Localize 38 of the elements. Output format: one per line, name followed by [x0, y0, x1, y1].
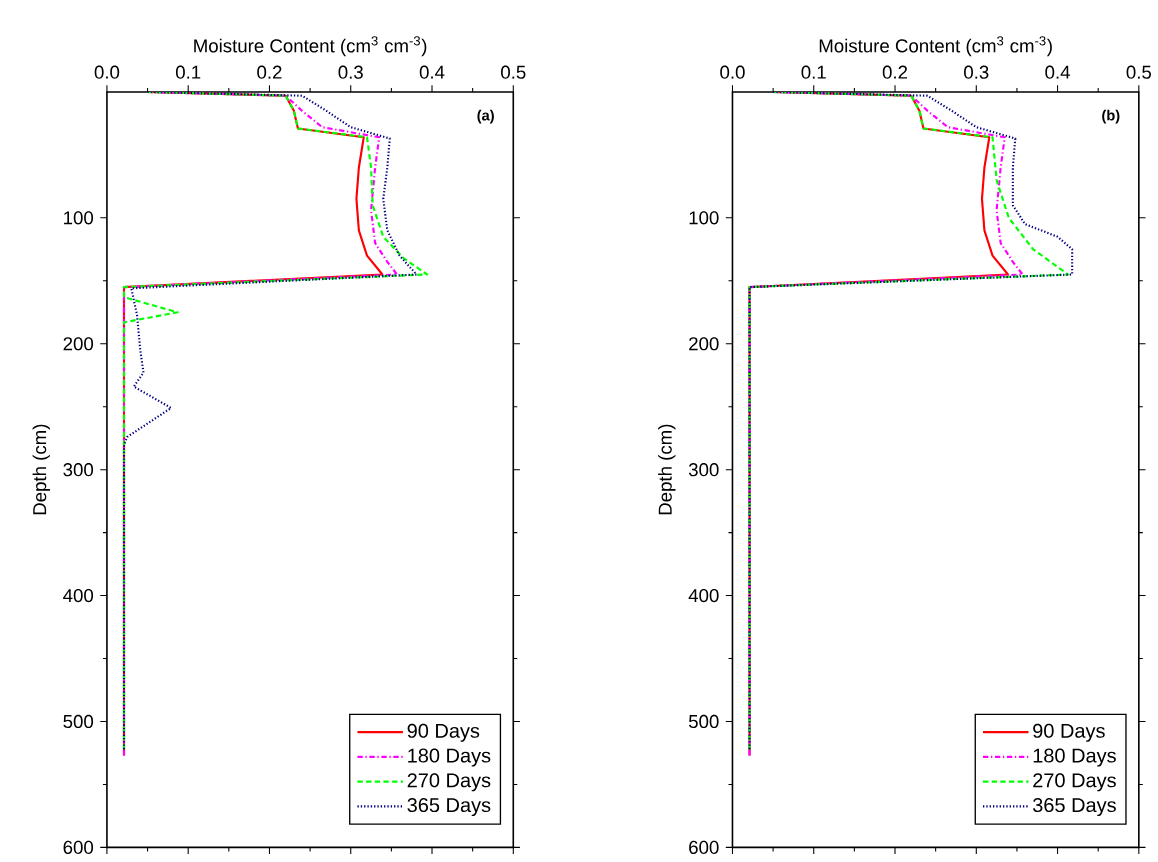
y-tick-label: 500 — [63, 714, 94, 728]
x-axis-title: Moisture Content (cm$^{3}$ cm$^{-3}$) — [194, 36, 427, 56]
y-tick-label: 300 — [688, 462, 719, 477]
x-tick-label: 0.3 — [964, 65, 989, 79]
y-tick-label: 500 — [688, 714, 719, 728]
x-tick-label: 0.1 — [175, 65, 201, 79]
legend-label: 90 Days — [1033, 723, 1105, 742]
annotation: (a) — [477, 109, 494, 124]
y-tick-label: 100 — [689, 211, 719, 225]
x-tick-label: 0.4 — [1045, 65, 1070, 79]
x-tick-label: 0.2 — [257, 65, 282, 79]
annotation: (b) — [1102, 109, 1120, 124]
x-tick-label: 0.5 — [501, 65, 526, 79]
x-tick-label: 0.3 — [338, 65, 363, 79]
y-tick-label: 600 — [689, 840, 719, 854]
y-tick-label: 300 — [63, 462, 94, 477]
y-tick-label: 400 — [688, 588, 719, 602]
x-tick-label: 0.0 — [94, 65, 120, 79]
legend-label: 180 Days — [408, 748, 491, 767]
legend-label: 180 Days — [1033, 748, 1116, 767]
legend-label: 90 Days — [407, 723, 480, 742]
legend-label: 365 Days — [1032, 797, 1116, 816]
y-tick-label: 200 — [689, 336, 719, 351]
y-tick-label: 200 — [63, 336, 94, 351]
legend-label: 270 Days — [407, 773, 491, 792]
y-axis-title: Depth (cm) — [32, 424, 50, 515]
x-tick-label: 0.4 — [419, 65, 445, 79]
legend-label: 365 Days — [407, 797, 491, 816]
y-tick-label: 600 — [63, 840, 94, 854]
x-tick-label: 0.2 — [882, 65, 908, 79]
x-tick-label: 0.1 — [801, 65, 826, 79]
x-tick-label: 0.0 — [720, 65, 745, 79]
y-tick-label: 100 — [64, 211, 94, 225]
legend-label: 270 Days — [1033, 773, 1116, 792]
y-tick-label: 400 — [63, 588, 94, 602]
x-axis-title: Moisture Content (cm$^{3}$ cm$^{-3}$) — [819, 36, 1052, 56]
y-axis-title: Depth (cm) — [658, 424, 676, 515]
x-tick-label: 0.5 — [1126, 65, 1152, 79]
